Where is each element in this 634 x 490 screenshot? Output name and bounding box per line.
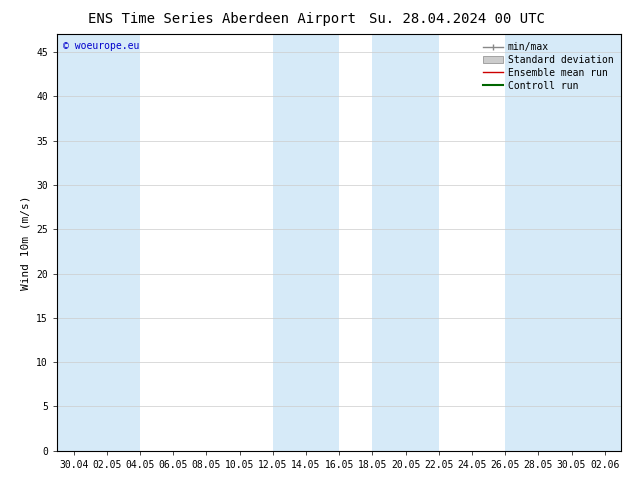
Bar (505, 34, 621, 451)
Y-axis label: Wind 10m (m/s): Wind 10m (m/s) (21, 196, 30, 290)
Text: © woeurope.eu: © woeurope.eu (63, 41, 139, 50)
Bar (372, 34, 439, 451)
Legend: min/max, Standard deviation, Ensemble mean run, Controll run: min/max, Standard deviation, Ensemble me… (481, 39, 616, 94)
Bar (273, 34, 339, 451)
Text: ENS Time Series Aberdeen Airport: ENS Time Series Aberdeen Airport (88, 12, 356, 26)
Text: Su. 28.04.2024 00 UTC: Su. 28.04.2024 00 UTC (368, 12, 545, 26)
Bar (57, 34, 140, 451)
